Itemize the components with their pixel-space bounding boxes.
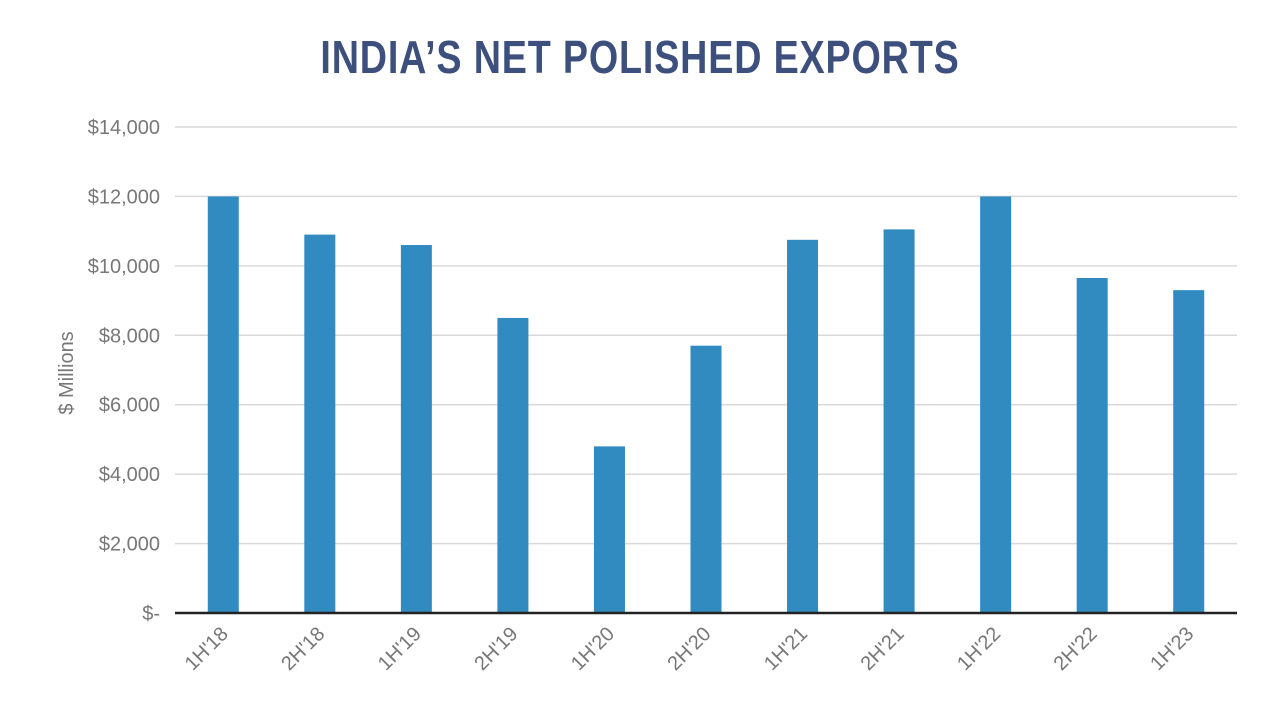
y-tick-label: $4,000 <box>99 464 160 486</box>
y-axis-label: $ Millions <box>56 331 78 414</box>
bar <box>593 446 625 613</box>
x-tick-label: 2H'22 <box>1050 623 1102 675</box>
x-tick-label: 1H'19 <box>374 623 426 675</box>
x-tick-label: 2H'18 <box>277 623 329 675</box>
bar <box>304 234 336 613</box>
bar <box>1173 290 1205 613</box>
x-tick-label: 1H'20 <box>567 623 619 675</box>
x-tick-label: 2H'19 <box>470 623 522 675</box>
y-tick-label: $12,000 <box>88 186 160 208</box>
y-tick-label: $10,000 <box>88 256 160 278</box>
x-tick-label: 2H'20 <box>663 623 715 675</box>
bar <box>400 245 432 613</box>
x-tick-label: 1H'18 <box>181 623 233 675</box>
x-tick-label: 2H'21 <box>857 623 909 675</box>
y-tick-label: $6,000 <box>99 395 160 417</box>
tick-labels: $- $2,000 $4,000 $6,000 $8,000 $10,000 $12,000… <box>88 117 1199 675</box>
y-tick-label: $14,000 <box>88 117 160 139</box>
chart-title: INDIA’S NET POLISHED EXPORTS <box>320 31 960 83</box>
bar <box>690 345 722 613</box>
y-tick-label: $- <box>142 603 160 625</box>
bar <box>497 317 529 613</box>
bars <box>207 196 1205 614</box>
bar <box>980 196 1012 613</box>
bar <box>1076 278 1108 613</box>
y-tick-label: $8,000 <box>99 325 160 347</box>
x-tick-label: 1H'21 <box>760 623 812 675</box>
bar <box>883 229 915 613</box>
bar <box>787 239 819 614</box>
x-tick-label: 1H'22 <box>953 623 1005 675</box>
x-tick-label: 1H'23 <box>1146 623 1198 675</box>
bar <box>207 196 239 613</box>
y-tick-label: $2,000 <box>99 534 160 556</box>
